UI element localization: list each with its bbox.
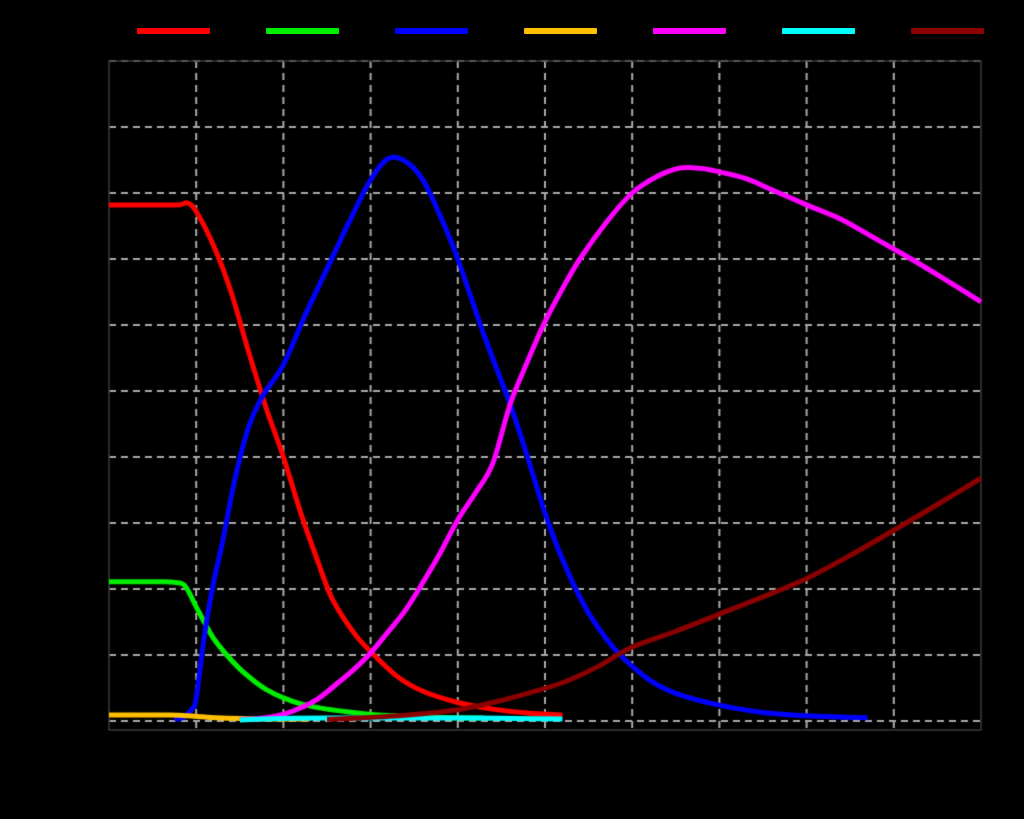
legend-swatch-series-green	[266, 28, 339, 34]
legend-swatch-series-red	[137, 28, 210, 34]
legend-swatch-series-magenta	[653, 28, 726, 34]
legend-swatch-series-darkred	[911, 28, 984, 34]
legend-swatch-series-orange	[524, 28, 597, 34]
legend	[0, 0, 1024, 40]
legend-swatch-series-cyan	[782, 28, 855, 34]
legend-swatch-series-blue	[395, 28, 468, 34]
